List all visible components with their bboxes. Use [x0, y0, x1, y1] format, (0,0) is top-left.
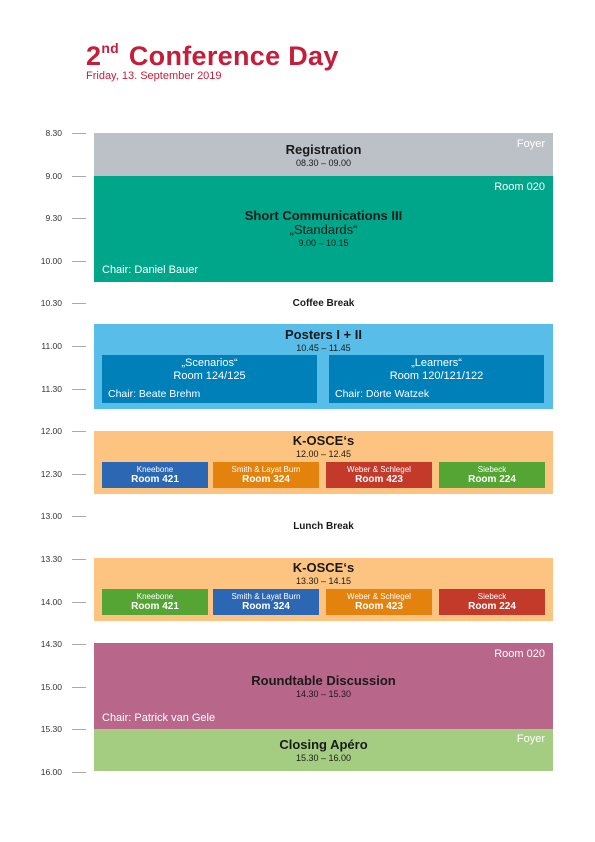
- time-tick: [72, 473, 86, 475]
- time-tick: [72, 346, 86, 347]
- session-time: 10.45 – 11.45: [296, 343, 351, 353]
- roundtable-block: Room 020 Roundtable Discussion 14.30 – 1…: [94, 643, 553, 729]
- room-label: Foyer: [516, 138, 545, 150]
- kosce-room-box: Smith & Layat Burn Room 324: [213, 589, 319, 615]
- chair-label: Chair: Dörte Watzek: [335, 388, 430, 400]
- registration-block: Foyer Registration 08.30 – 09.00: [94, 133, 553, 176]
- session-time: 13.30 – 14.15: [295, 576, 352, 586]
- time-tick: [72, 175, 86, 177]
- kosce-room: Room 421: [131, 474, 179, 485]
- room-label: Foyer: [516, 733, 545, 745]
- posters-scenarios-box: „Scenarios“ Room 124/125 Chair: Beate Br…: [102, 355, 317, 403]
- kosce-block-1: K-OSCE‘s 12.00 – 12.45 Kneebone Room 421 S…: [94, 431, 553, 494]
- session-title: Short Communications III: [244, 208, 403, 223]
- time-label: 12.00: [40, 426, 62, 437]
- time-tick: [72, 772, 86, 773]
- chair-label: Chair: Patrick van Gele: [102, 712, 216, 724]
- session-subtitle: „Standards“: [289, 222, 358, 237]
- kosce-room: Room 423: [355, 474, 403, 485]
- kosce-block-2: K-OSCE‘s 13.30 – 14.15 Kneebone Room 421 S…: [94, 558, 553, 621]
- time-label: 13.30: [40, 554, 62, 564]
- short-communications-block: Room 020 Short Communications III „Stand…: [94, 176, 553, 282]
- time-label: 13.00: [40, 511, 62, 522]
- session-time: 15.30 – 16.00: [295, 753, 352, 763]
- time-tick: [72, 559, 86, 560]
- group-name: „Scenarios“: [181, 357, 238, 369]
- group-name: „Learners“: [411, 357, 462, 369]
- session-time: 12.00 – 12.45: [295, 449, 352, 459]
- group-room: Room 120/121/122: [389, 370, 484, 382]
- session-title: Registration: [285, 142, 362, 157]
- time-label: 14.30: [40, 639, 62, 650]
- time-label: 9.00: [45, 170, 62, 181]
- session-title: K-OSCE‘s: [292, 433, 355, 448]
- time-label: 11.30: [41, 383, 62, 394]
- time-tick: [72, 516, 86, 518]
- room-label: Room 020: [494, 648, 545, 660]
- time-tick: [72, 388, 86, 390]
- time-tick: [72, 133, 86, 134]
- time-tick: [72, 218, 86, 220]
- time-label: 10.00: [40, 255, 62, 266]
- posters-block: Posters I + II 10.45 – 11.45 „Scenarios“…: [94, 324, 553, 409]
- page-title: 2nd Conference Day: [86, 40, 339, 71]
- kosce-room: Room 324: [242, 601, 290, 612]
- kosce-room-box: Smith & Layat Burn Room 324: [213, 462, 319, 488]
- kosce-presenter: Smith & Layat Burn: [231, 592, 301, 601]
- kosce-presenter: Weber & Schlegel: [347, 592, 411, 601]
- kosce-room-box: Siebeck Room 224: [439, 462, 545, 488]
- time-tick: [72, 260, 86, 262]
- session-title: Closing Apéro: [279, 737, 368, 752]
- time-label: 14.00: [40, 596, 62, 607]
- time-tick: [72, 601, 86, 603]
- time-tick: [72, 686, 86, 688]
- session-title: K-OSCE‘s: [292, 560, 355, 575]
- closing-block: Foyer Closing Apéro 15.30 – 16.00: [94, 729, 553, 771]
- session-title: Roundtable Discussion: [251, 673, 396, 688]
- time-tick: [72, 303, 86, 305]
- chair-label: Chair: Beate Brehm: [108, 388, 201, 400]
- lunch-break: Lunch Break: [293, 521, 354, 532]
- kosce-room: Room 324: [242, 474, 290, 485]
- time-label: 12.30: [40, 468, 62, 479]
- kosce-presenter: Siebeck: [477, 592, 507, 601]
- kosce-room-box: Kneebone Room 421: [102, 589, 208, 615]
- time-tick: [72, 729, 86, 731]
- posters-learners-box: „Learners“ Room 120/121/122 Chair: Dörte…: [329, 355, 544, 403]
- kosce-presenter: Siebeck: [477, 465, 507, 474]
- kosce-room-box: Siebeck Room 224: [439, 589, 545, 615]
- kosce-room: Room 224: [468, 601, 516, 612]
- session-time: 14.30 – 15.30: [295, 689, 352, 699]
- kosce-presenter: Kneebone: [136, 465, 174, 474]
- time-label: 8.30: [45, 128, 62, 138]
- room-label: Room 020: [494, 181, 545, 193]
- group-room: Room 124/125: [173, 370, 246, 382]
- session-time: 9.00 – 10.15: [298, 238, 349, 248]
- time-label: 16.00: [40, 767, 62, 777]
- kosce-presenter: Weber & Schlegel: [347, 465, 411, 474]
- kosce-room: Room 224: [468, 474, 516, 485]
- time-tick: [72, 644, 86, 646]
- kosce-room-box: Weber & Schlegel Room 423: [326, 589, 432, 615]
- kosce-room: Room 423: [355, 601, 403, 612]
- time-label: 15.00: [40, 681, 62, 692]
- kosce-presenter: Kneebone: [136, 592, 174, 601]
- time-label: 11.00: [41, 341, 62, 351]
- kosce-presenter: Smith & Layat Burn: [231, 465, 301, 474]
- session-title: Posters I + II: [285, 327, 362, 342]
- time-label: 10.30: [40, 298, 62, 309]
- coffee-break: Coffee Break: [292, 298, 355, 309]
- session-time: 08.30 – 09.00: [295, 158, 352, 168]
- kosce-room-box: Weber & Schlegel Room 423: [326, 462, 432, 488]
- page-subtitle: Friday, 13. September 2019: [86, 70, 222, 82]
- kosce-room: Room 421: [131, 601, 179, 612]
- time-tick: [72, 431, 86, 433]
- kosce-room-box: Kneebone Room 421: [102, 462, 208, 488]
- chair-label: Chair: Daniel Bauer: [102, 264, 198, 276]
- time-label: 15.30: [40, 724, 62, 735]
- time-label: 9.30: [45, 213, 62, 224]
